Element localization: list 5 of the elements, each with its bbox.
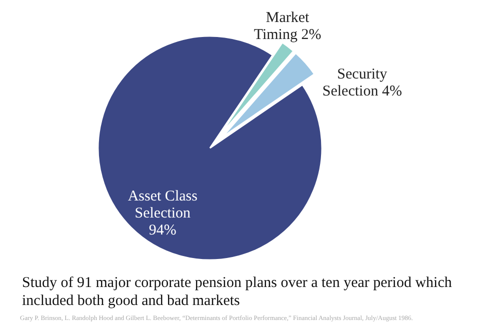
text: Study of 91 major corporate pension plans over a ten year period which included both good and bad markets xyxy=(22,275,452,309)
data-label: 94% xyxy=(148,222,176,239)
slice-label: Market Timing 2% xyxy=(254,10,322,44)
slice-label: Asset Class Selection xyxy=(128,188,198,222)
slice-label: Security Selection 4% xyxy=(322,66,402,100)
